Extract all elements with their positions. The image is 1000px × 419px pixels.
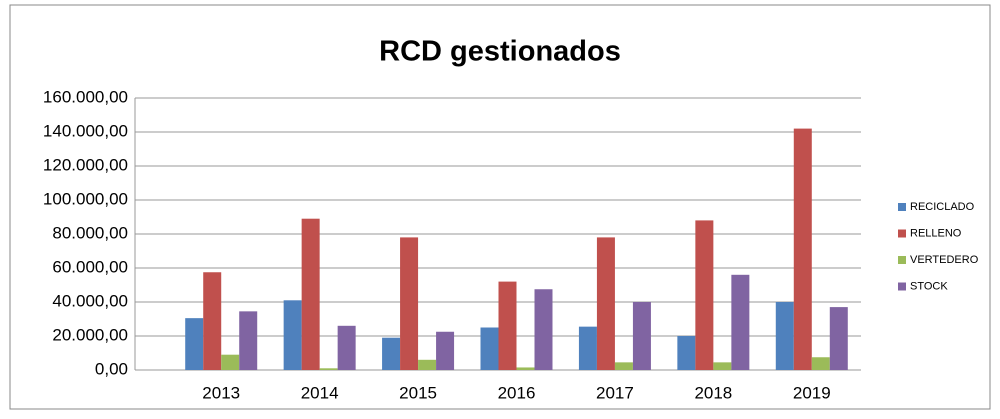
bar — [596, 237, 615, 370]
bar — [319, 368, 338, 370]
chart-title: RCD gestionados — [379, 36, 621, 68]
bar — [185, 318, 204, 370]
y-tick-label: 20.000,00 — [52, 325, 128, 344]
legend-swatch — [898, 282, 906, 291]
bar — [283, 300, 302, 370]
bar — [498, 281, 517, 370]
legend-label: RELLENO — [910, 227, 962, 239]
x-tick-label: 2019 — [793, 383, 831, 402]
bar — [436, 331, 455, 370]
bar — [614, 362, 633, 370]
bar — [516, 367, 535, 370]
bar — [534, 289, 553, 370]
x-tick-label: 2015 — [399, 383, 437, 402]
bar — [578, 326, 597, 370]
y-tick-label: 40.000,00 — [52, 291, 128, 310]
y-tick-label: 120.000,00 — [43, 155, 128, 174]
legend-swatch — [898, 256, 906, 264]
x-tick-label: 2013 — [202, 383, 240, 402]
x-tick-label: 2016 — [498, 383, 536, 402]
bar — [301, 218, 320, 370]
legend-label: VERTEDERO — [910, 254, 979, 266]
legend-swatch — [898, 203, 906, 211]
bar — [695, 220, 714, 370]
bar — [811, 357, 830, 370]
y-tick-label: 60.000,00 — [52, 257, 128, 276]
bar — [632, 302, 651, 370]
legend-label: RECICLADO — [910, 201, 975, 213]
x-tick-label: 2014 — [301, 383, 339, 402]
bar — [203, 272, 222, 370]
bar — [400, 237, 419, 370]
y-tick-label: 160.000,00 — [43, 87, 128, 106]
y-tick-label: 80.000,00 — [52, 223, 128, 242]
x-tick-label: 2017 — [596, 383, 634, 402]
y-tick-label: 0,00 — [95, 359, 128, 378]
bar — [793, 128, 812, 370]
bar — [382, 337, 401, 370]
bar — [677, 336, 696, 370]
bar — [221, 354, 240, 370]
bar — [713, 362, 732, 370]
x-tick-label: 2018 — [694, 383, 732, 402]
bar — [829, 307, 848, 370]
bar — [775, 302, 794, 370]
bar — [731, 274, 750, 370]
legend-label: STOCK — [910, 280, 948, 292]
bar — [337, 325, 356, 370]
bar — [480, 327, 499, 370]
y-tick-label: 140.000,00 — [43, 121, 128, 140]
bar — [418, 359, 437, 370]
legend-swatch — [898, 229, 906, 238]
bar — [239, 311, 258, 370]
y-tick-label: 100.000,00 — [43, 189, 128, 208]
